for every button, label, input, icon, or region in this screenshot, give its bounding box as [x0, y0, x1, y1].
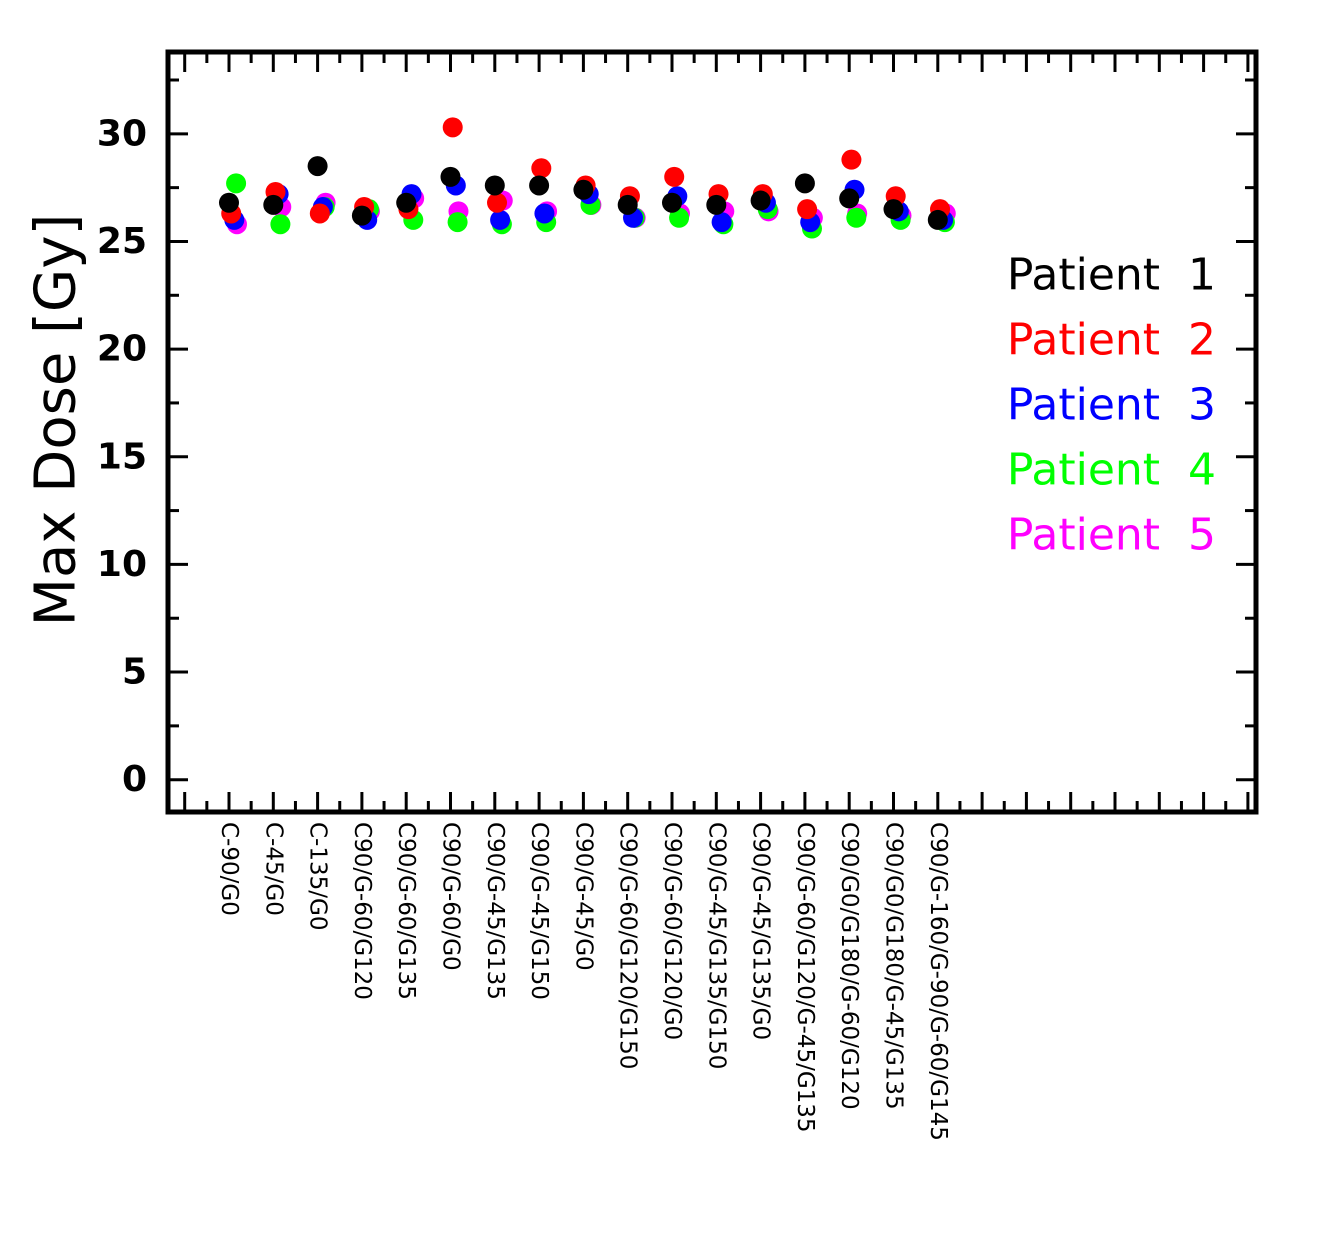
x-category-label: C90/G-160/G-90/G-60/G145	[925, 822, 951, 1141]
legend-item: Patient 3	[1007, 380, 1216, 431]
data-point-patient-1	[396, 192, 417, 213]
y-tick-label: 15	[97, 436, 147, 477]
data-point-patient-1	[529, 175, 550, 196]
data-point-patient-1	[706, 194, 727, 215]
data-point-patient-2	[797, 199, 818, 220]
data-point-patient-1	[484, 175, 505, 196]
data-point-patient-1	[927, 209, 948, 230]
x-category-label: C-45/G0	[260, 822, 286, 916]
y-tick-label: 0	[122, 759, 147, 800]
data-point-patient-1	[263, 194, 284, 215]
data-point-patient-1	[883, 199, 904, 220]
x-category-label: C90/G-45/G150	[526, 822, 552, 1000]
data-point-patient-2	[841, 149, 862, 170]
data-point-patient-1	[573, 179, 594, 200]
data-point-patient-2	[531, 158, 552, 179]
data-point-patient-4	[226, 173, 247, 194]
data-point-patient-4	[447, 212, 468, 233]
x-category-label: C90/G-60/G135	[393, 822, 419, 1000]
plot-frame	[165, 49, 1259, 815]
y-axis-title: Max Dose [Gy]	[24, 214, 89, 627]
plot-background	[168, 52, 1256, 812]
x-category-label: C90/G-60/G0	[438, 822, 464, 971]
data-point-patient-4	[669, 207, 690, 228]
x-category-label: C90/G-45/G135	[482, 822, 508, 1000]
x-category-label: C90/G-45/G135/G150	[703, 822, 729, 1069]
x-category-label: C90/G-45/G0	[570, 822, 596, 971]
data-point-patient-1	[617, 194, 638, 215]
y-tick-label: 10	[97, 544, 147, 585]
data-point-patient-1	[219, 192, 239, 213]
legend-item: Patient 2	[1007, 315, 1216, 366]
data-point-patient-2	[309, 203, 330, 224]
data-point-patient-1	[750, 190, 771, 211]
y-tick-label: 30	[97, 113, 147, 154]
x-category-label: C90/G-60/G120/G0	[659, 822, 685, 1040]
data-point-patient-1	[794, 173, 815, 194]
data-point-patient-1	[351, 205, 372, 226]
x-category-label: C90/G0/G180/G-60/G120	[836, 822, 862, 1110]
major-ticks	[168, 52, 1256, 812]
legend-item: Patient 1	[1007, 250, 1216, 301]
data-point-patient-1	[662, 192, 682, 213]
data-point-patient-1	[839, 188, 860, 209]
x-category-label: C90/G-60/G120/G-45/G135	[792, 822, 818, 1133]
x-category-label: C90/G0/G180/G-45/G135	[881, 822, 907, 1110]
data-points	[219, 117, 956, 239]
x-category-label: C90/G-60/G120	[349, 822, 375, 1000]
x-category-label: C90/G-60/G120/G150	[615, 822, 641, 1069]
data-point-patient-1	[307, 156, 328, 177]
legend-item: Patient 5	[1007, 510, 1216, 561]
data-point-patient-3	[534, 203, 555, 224]
y-tick-labels: 0 5 10 15 20 25 30	[97, 113, 147, 800]
data-point-patient-4	[270, 214, 291, 235]
x-category-label: C-90/G0	[216, 822, 242, 916]
x-category-labels: C-90/G0 C-45/G0 C-135/G0 C90/G-60/G120 C90/G…	[216, 822, 951, 1141]
data-point-patient-2	[487, 192, 508, 213]
x-category-label: C-135/G0	[305, 822, 331, 930]
legend: Patient 1 Patient 2 Patient 3 Patient 4 Pati…	[1007, 250, 1216, 561]
x-category-label: C90/G-45/G135/G0	[748, 822, 774, 1040]
y-tick-label: 25	[97, 221, 147, 262]
y-tick-label: 5	[122, 652, 147, 693]
legend-item: Patient 4	[1007, 445, 1216, 496]
y-tick-label: 20	[97, 329, 147, 370]
data-point-patient-4	[846, 207, 867, 228]
data-point-patient-1	[440, 166, 461, 187]
data-point-patient-2	[442, 117, 463, 138]
data-point-patient-2	[664, 166, 685, 187]
data-point-patient-3	[490, 209, 511, 230]
data-point-patient-3	[711, 212, 732, 233]
